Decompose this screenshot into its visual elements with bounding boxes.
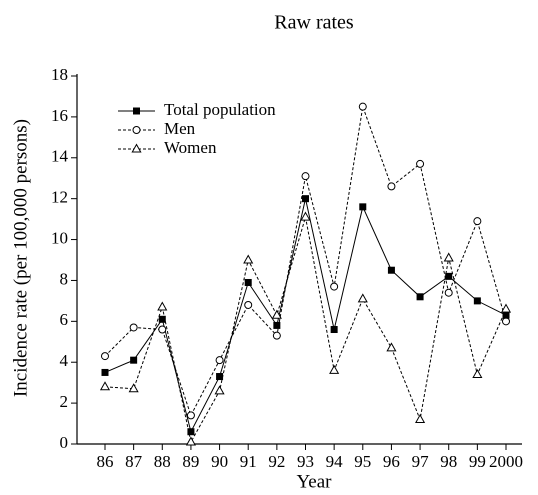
x-tick-label: 2000 <box>489 452 523 471</box>
y-tick-label: 10 <box>51 228 68 247</box>
marker <box>473 217 482 226</box>
marker <box>472 368 483 378</box>
marker <box>244 278 252 286</box>
legend-label: Total population <box>164 100 276 119</box>
marker <box>101 368 109 376</box>
marker <box>358 102 367 111</box>
y-tick-label: 16 <box>51 106 68 125</box>
marker <box>301 172 310 181</box>
y-tick-label: 12 <box>51 188 68 207</box>
marker <box>330 326 338 334</box>
marker <box>132 126 141 134</box>
marker <box>415 413 426 423</box>
marker <box>443 252 454 262</box>
marker <box>244 300 253 309</box>
marker <box>386 342 397 352</box>
marker <box>444 288 453 297</box>
marker <box>133 107 140 115</box>
x-tick-label: 88 <box>154 452 171 471</box>
y-tick-label: 4 <box>60 351 69 370</box>
marker <box>445 272 453 280</box>
marker <box>502 317 510 326</box>
marker <box>273 321 281 329</box>
x-tick-label: 95 <box>354 452 371 471</box>
x-tick-label: 97 <box>412 452 430 471</box>
marker <box>185 436 196 446</box>
x-tick-label: 93 <box>297 452 314 471</box>
y-tick-label: 18 <box>51 65 68 84</box>
marker <box>216 373 224 381</box>
x-tick-label: 96 <box>383 452 400 471</box>
marker <box>187 428 195 436</box>
chart-title: Raw rates <box>274 12 354 34</box>
marker <box>158 325 167 334</box>
x-tick-label: 89 <box>182 452 199 471</box>
x-tick-label: 91 <box>240 452 257 471</box>
marker <box>131 143 142 153</box>
marker <box>272 331 281 340</box>
y-axis-label: Incidence rate (per 100,000 persons) <box>10 119 31 397</box>
marker <box>215 356 224 365</box>
marker <box>387 266 395 274</box>
marker <box>502 311 510 319</box>
x-tick-label: 98 <box>440 452 457 471</box>
marker <box>473 297 481 305</box>
marker <box>300 211 311 221</box>
marker <box>416 293 424 301</box>
x-axis-label: Year <box>296 471 332 492</box>
y-tick-label: 0 <box>60 433 69 452</box>
marker <box>99 381 111 391</box>
marker <box>416 159 425 168</box>
legend-label: Men <box>164 119 196 138</box>
marker <box>158 315 166 323</box>
marker <box>500 303 512 313</box>
marker <box>157 301 168 311</box>
y-tick-label: 14 <box>51 147 69 166</box>
marker <box>271 309 282 319</box>
marker <box>387 182 396 191</box>
x-tick-label: 94 <box>326 452 344 471</box>
x-tick-label: 92 <box>268 452 285 471</box>
x-tick-label: 87 <box>125 452 143 471</box>
y-tick-label: 8 <box>60 269 69 288</box>
marker <box>214 385 225 395</box>
marker <box>129 323 138 332</box>
marker <box>130 356 138 364</box>
marker <box>359 203 367 211</box>
legend-label: Women <box>164 138 217 157</box>
x-tick-label: 99 <box>469 452 486 471</box>
marker <box>302 195 309 203</box>
marker <box>243 254 254 264</box>
marker <box>357 293 368 303</box>
y-tick-label: 2 <box>60 392 69 411</box>
marker <box>128 383 139 393</box>
y-tick-label: 6 <box>60 310 69 329</box>
series-line <box>104 198 507 434</box>
marker <box>101 352 109 361</box>
x-tick-label: 90 <box>211 452 228 471</box>
marker <box>329 364 340 374</box>
marker <box>186 411 195 420</box>
x-tick-label: 86 <box>97 452 114 471</box>
marker <box>330 282 339 291</box>
